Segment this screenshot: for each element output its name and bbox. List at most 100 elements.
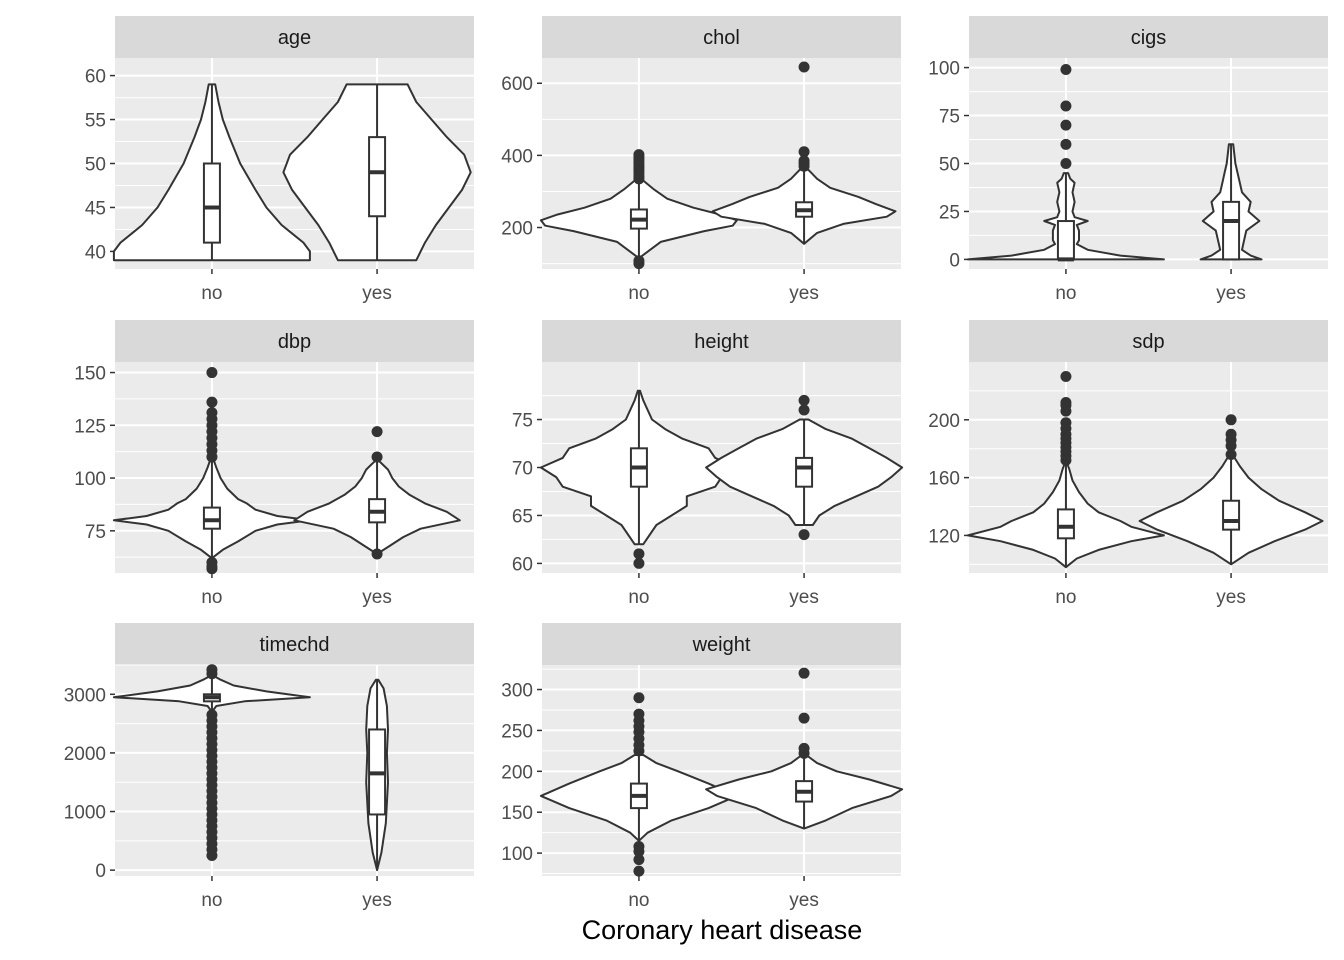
- outlier-point: [1225, 428, 1237, 440]
- outlier-point: [798, 742, 810, 754]
- facet-panel-sdp: sdp 120 160 200 no yes: [928, 320, 1328, 608]
- outlier-point: [633, 557, 645, 569]
- x-tick-label-no: no: [1055, 587, 1076, 608]
- outlier-point: [798, 394, 810, 406]
- y-tick-label: 60: [512, 554, 533, 575]
- outlier-point: [1060, 64, 1072, 76]
- outlier-point: [798, 146, 810, 158]
- box-age-no: [202, 162, 221, 244]
- strip-label-weight: weight: [692, 634, 751, 656]
- y-tick-label: 60: [85, 67, 106, 88]
- strip-sdp: [969, 320, 1328, 362]
- facet-panel-dbp: dbp 75 100 125 150 no yes: [74, 320, 474, 608]
- facet-panel-height: height 60 65 70 75 no yes: [512, 320, 904, 608]
- outlier-point: [206, 709, 218, 721]
- outlier-point: [633, 854, 645, 866]
- box-sdp-no: [1056, 508, 1075, 540]
- outlier-point: [633, 692, 645, 704]
- x-axis-title: Coronary heart disease: [582, 915, 863, 945]
- outlier-point: [1060, 119, 1072, 131]
- outlier-point: [206, 396, 218, 408]
- strip-label-cigs: cigs: [1131, 27, 1167, 49]
- outlier-point: [798, 155, 810, 167]
- facet-panel-age: age 40 45 50 55 60 no yes: [85, 16, 474, 304]
- y-tick-label: 40: [85, 242, 106, 263]
- outlier-point: [206, 407, 218, 419]
- strip-dbp: [115, 320, 474, 362]
- outlier-point: [1060, 100, 1072, 112]
- x-tick-label-yes: yes: [789, 890, 819, 911]
- y-tick-label: 125: [74, 416, 106, 437]
- strip-cigs: [969, 16, 1328, 58]
- y-tick-label: 45: [85, 198, 106, 219]
- y-tick-label: 0: [949, 250, 960, 271]
- y-tick-label: 2000: [64, 744, 106, 765]
- y-tick-label: 1000: [64, 803, 106, 824]
- outlier-point: [1060, 138, 1072, 150]
- y-tick-label: 100: [501, 844, 533, 865]
- y-tick-label: 200: [928, 411, 960, 432]
- outlier-point: [633, 841, 645, 853]
- x-tick-label-yes: yes: [1216, 587, 1246, 608]
- box-dbp-no: [202, 506, 221, 530]
- y-tick-label: 120: [928, 526, 960, 547]
- facet-panel-chol: chol 200 400 600 no yes: [501, 16, 901, 304]
- outlier-point: [1225, 448, 1237, 460]
- outlier-point: [1060, 396, 1072, 408]
- outlier-point: [633, 149, 645, 161]
- y-tick-label: 600: [501, 74, 533, 95]
- strip-label-chol: chol: [703, 27, 740, 49]
- x-tick-label-yes: yes: [789, 283, 819, 304]
- facet-panel-weight: weight 100 150 200 250 300 no yes: [501, 623, 904, 911]
- outlier-point: [371, 451, 383, 463]
- y-tick-label: 75: [939, 107, 960, 128]
- strip-weight: [542, 623, 901, 665]
- box-sdp-yes: [1222, 499, 1241, 531]
- outlier-point: [371, 548, 383, 560]
- outlier-point: [1060, 417, 1072, 429]
- y-tick-label: 100: [928, 59, 960, 80]
- y-tick-label: 3000: [64, 685, 106, 706]
- outlier-point: [798, 404, 810, 416]
- y-tick-label: 50: [85, 155, 106, 176]
- y-tick-label: 75: [85, 522, 106, 543]
- outlier-point: [1225, 414, 1237, 426]
- strip-label-sdp: sdp: [1132, 331, 1164, 353]
- outlier-point: [633, 255, 645, 267]
- panel-background-dbp: [115, 362, 474, 573]
- outlier-point: [798, 529, 810, 541]
- outlier-point: [633, 708, 645, 720]
- y-tick-label: 50: [939, 155, 960, 176]
- strip-age: [115, 16, 474, 58]
- strip-label-height: height: [694, 331, 749, 353]
- facet-panel-timechd: timechd 0 1000 2000 3000 no yes: [64, 623, 474, 911]
- x-tick-label-yes: yes: [789, 587, 819, 608]
- y-tick-label: 75: [512, 411, 533, 432]
- box-cigs-no: [1056, 220, 1075, 261]
- outlier-point: [206, 367, 218, 379]
- outlier-point: [633, 548, 645, 560]
- y-tick-label: 400: [501, 146, 533, 167]
- outlier-point: [798, 712, 810, 724]
- y-tick-label: 0: [95, 861, 106, 882]
- y-tick-label: 100: [74, 469, 106, 490]
- outlier-point: [798, 667, 810, 679]
- outlier-point: [1060, 370, 1072, 382]
- y-tick-label: 200: [501, 219, 533, 240]
- x-tick-label-no: no: [628, 890, 649, 911]
- y-tick-label: 150: [501, 803, 533, 824]
- y-tick-label: 200: [501, 762, 533, 783]
- box-age-yes: [368, 136, 387, 218]
- strip-chol: [542, 16, 901, 58]
- x-tick-label-no: no: [628, 587, 649, 608]
- y-tick-label: 25: [939, 202, 960, 223]
- y-tick-label: 65: [512, 506, 533, 527]
- x-tick-label-no: no: [628, 283, 649, 304]
- outlier-point: [206, 556, 218, 568]
- x-tick-label-no: no: [201, 587, 222, 608]
- x-tick-label-yes: yes: [362, 587, 392, 608]
- outlier-point: [371, 426, 383, 438]
- strip-timechd: [115, 623, 474, 665]
